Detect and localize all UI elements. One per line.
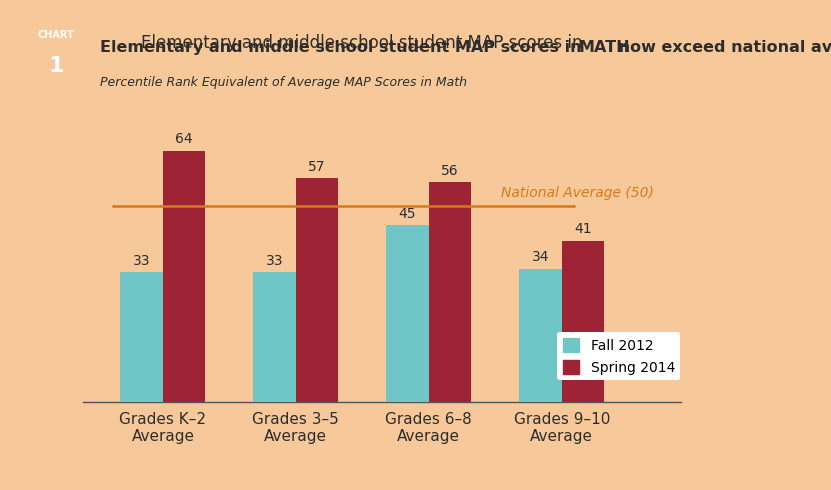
Text: 57: 57 — [308, 160, 326, 173]
Text: 41: 41 — [574, 222, 592, 236]
Bar — [296, 178, 338, 402]
Text: 64: 64 — [175, 132, 193, 146]
Text: now exceed national average: now exceed national average — [612, 40, 831, 54]
Text: 45: 45 — [399, 207, 416, 220]
Text: 33: 33 — [133, 254, 150, 268]
Bar — [386, 225, 429, 402]
Text: 33: 33 — [266, 254, 283, 268]
Bar — [253, 272, 296, 402]
Bar — [519, 269, 562, 402]
Text: 34: 34 — [532, 250, 549, 264]
Text: CHART: CHART — [37, 30, 75, 40]
Text: National Average (50): National Average (50) — [500, 186, 653, 200]
Bar — [429, 182, 471, 402]
Bar — [163, 151, 205, 402]
Bar — [562, 241, 604, 402]
Text: MATH: MATH — [578, 40, 630, 54]
Text: 56: 56 — [441, 164, 459, 177]
Text: Elementary and middle school student MAP scores in: Elementary and middle school student MAP… — [141, 34, 588, 52]
Text: Percentile Rank Equivalent of Average MAP Scores in Math: Percentile Rank Equivalent of Average MA… — [100, 76, 467, 89]
Text: Elementary and middle school student MAP scores in: Elementary and middle school student MAP… — [100, 40, 587, 54]
Text: 1: 1 — [48, 56, 64, 76]
Bar — [120, 272, 163, 402]
Legend: Fall 2012, Spring 2014: Fall 2012, Spring 2014 — [558, 333, 681, 380]
